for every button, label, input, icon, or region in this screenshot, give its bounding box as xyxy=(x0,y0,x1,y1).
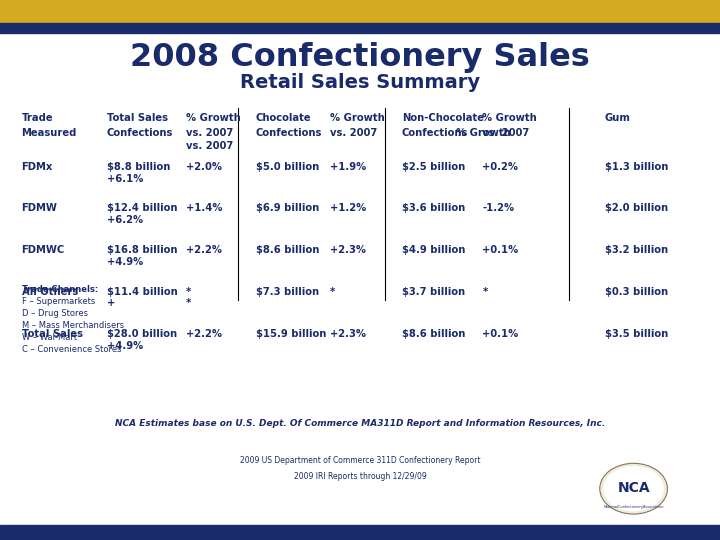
Text: +2.2%: +2.2% xyxy=(186,329,222,339)
Text: F – Supermarkets: F – Supermarkets xyxy=(22,298,95,306)
Text: $16.8 billion: $16.8 billion xyxy=(107,245,177,255)
Text: vs. 2007: vs. 2007 xyxy=(482,129,530,138)
Text: vs. 2007: vs. 2007 xyxy=(186,129,233,138)
Text: % Growth: % Growth xyxy=(186,113,240,123)
Text: +0.2%: +0.2% xyxy=(482,163,518,172)
Text: M – Mass Merchandisers: M – Mass Merchandisers xyxy=(22,321,124,330)
Circle shape xyxy=(600,463,667,514)
Text: Trade: Trade xyxy=(22,113,53,123)
Text: $3.7 billion: $3.7 billion xyxy=(402,287,465,296)
Text: +1.9%: +1.9% xyxy=(330,163,366,172)
Text: Measured: Measured xyxy=(22,129,77,138)
Text: Non-Chocolate: Non-Chocolate xyxy=(402,113,484,123)
Text: 2009 US Department of Commerce 311D Confectionery Report: 2009 US Department of Commerce 311D Conf… xyxy=(240,456,480,464)
Text: -1.2%: -1.2% xyxy=(482,203,515,213)
Text: $0.3 billion: $0.3 billion xyxy=(605,287,668,296)
Text: % Growth: % Growth xyxy=(330,113,384,123)
Text: Retail Sales Summary: Retail Sales Summary xyxy=(240,72,480,92)
Text: +4.9%: +4.9% xyxy=(107,257,143,267)
Text: Gum: Gum xyxy=(605,113,631,123)
Text: D – Drug Stores: D – Drug Stores xyxy=(22,309,88,318)
Text: All Others: All Others xyxy=(22,287,78,296)
Bar xyxy=(0,23,720,33)
Text: FDMx: FDMx xyxy=(22,163,53,172)
Text: *: * xyxy=(482,287,487,296)
Text: % Growth: % Growth xyxy=(482,113,537,123)
Text: vs. 2007: vs. 2007 xyxy=(330,129,377,138)
Text: $2.0 billion: $2.0 billion xyxy=(605,203,668,213)
Text: $6.9 billion: $6.9 billion xyxy=(256,203,319,213)
Text: $3.2 billion: $3.2 billion xyxy=(605,245,668,255)
Text: NCA Estimates base on U.S. Dept. Of Commerce MA311D Report and Information Resou: NCA Estimates base on U.S. Dept. Of Comm… xyxy=(115,420,605,428)
Text: Chocolate: Chocolate xyxy=(256,113,311,123)
Text: $7.3 billion: $7.3 billion xyxy=(256,287,319,296)
Text: vs. 2007: vs. 2007 xyxy=(186,141,233,151)
Text: Confections: Confections xyxy=(107,129,173,138)
Text: +2.2%: +2.2% xyxy=(186,245,222,255)
Text: NationalConfectioneryAssociation: NationalConfectioneryAssociation xyxy=(603,505,664,509)
Text: Confections: Confections xyxy=(256,129,322,138)
Text: Total Sales: Total Sales xyxy=(22,329,83,339)
Text: $4.9 billion: $4.9 billion xyxy=(402,245,465,255)
Text: +2.3%: +2.3% xyxy=(330,329,366,339)
Text: $8.6 billion: $8.6 billion xyxy=(256,245,319,255)
Text: +: + xyxy=(107,299,114,308)
Text: +4.9%: +4.9% xyxy=(107,341,143,350)
Text: $1.3 billion: $1.3 billion xyxy=(605,163,668,172)
Text: 2008 Confectionery Sales: 2008 Confectionery Sales xyxy=(130,42,590,73)
Bar xyxy=(0,525,720,540)
Text: *: * xyxy=(186,287,191,296)
Text: $3.6 billion: $3.6 billion xyxy=(402,203,465,213)
Bar xyxy=(0,0,720,23)
Text: Confections: Confections xyxy=(402,129,468,138)
Text: $8.6 billion: $8.6 billion xyxy=(402,329,465,339)
Text: NCA: NCA xyxy=(617,481,650,495)
Text: +1.2%: +1.2% xyxy=(330,203,366,213)
Text: +0.1%: +0.1% xyxy=(482,245,518,255)
Text: % Growth: % Growth xyxy=(456,129,510,138)
Text: FDMW: FDMW xyxy=(22,203,58,213)
Text: +1.4%: +1.4% xyxy=(186,203,222,213)
Text: $28.0 billion: $28.0 billion xyxy=(107,329,176,339)
Text: +0.1%: +0.1% xyxy=(482,329,518,339)
Text: $11.4 billion: $11.4 billion xyxy=(107,287,177,296)
Text: +6.2%: +6.2% xyxy=(107,215,143,225)
Text: *: * xyxy=(330,287,335,296)
Text: $12.4 billion: $12.4 billion xyxy=(107,203,177,213)
Text: $5.0 billion: $5.0 billion xyxy=(256,163,319,172)
Text: $8.8 billion: $8.8 billion xyxy=(107,163,170,172)
Text: Total Sales: Total Sales xyxy=(107,113,168,123)
Text: $15.9 billion: $15.9 billion xyxy=(256,329,326,339)
Text: C – Convenience Stores: C – Convenience Stores xyxy=(22,345,121,354)
Text: +6.1%: +6.1% xyxy=(107,174,143,184)
Text: W – Wal-Mart: W – Wal-Mart xyxy=(22,333,77,342)
Text: +2.0%: +2.0% xyxy=(186,163,222,172)
Text: 2009 IRI Reports through 12/29/09: 2009 IRI Reports through 12/29/09 xyxy=(294,472,426,481)
Text: Trade Channels:: Trade Channels: xyxy=(22,286,98,294)
Circle shape xyxy=(603,466,664,511)
Text: *: * xyxy=(186,299,191,308)
Text: $2.5 billion: $2.5 billion xyxy=(402,163,465,172)
Text: FDMWC: FDMWC xyxy=(22,245,65,255)
Text: +2.3%: +2.3% xyxy=(330,245,366,255)
Text: $3.5 billion: $3.5 billion xyxy=(605,329,668,339)
